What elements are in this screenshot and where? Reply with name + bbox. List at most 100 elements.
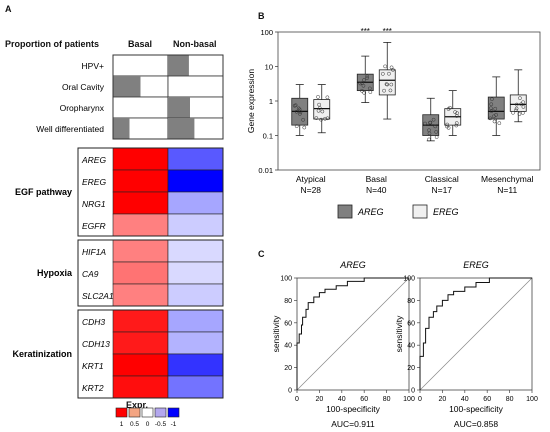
heatmap-cell-basal — [112, 239, 169, 263]
heatmap-cell-basal — [112, 169, 169, 193]
panel-c-letter: C — [258, 249, 265, 259]
legend-tick: 0 — [146, 421, 150, 428]
data-point — [360, 88, 364, 93]
proportion-row-label: Oropharynx — [60, 103, 105, 113]
roc-diagonal — [296, 277, 410, 391]
x-axis-label: 100-specificity — [449, 404, 504, 414]
data-point — [514, 102, 519, 107]
data-point — [489, 102, 494, 107]
heatmap-cell-basal — [112, 375, 169, 399]
legend-tick: 0.5 — [130, 421, 139, 428]
y-tick-label: 0.1 — [263, 132, 273, 141]
data-point — [297, 111, 302, 116]
data-point — [368, 86, 372, 91]
gene-label: NRG1 — [82, 199, 106, 209]
y-tick-label: 40 — [284, 343, 292, 350]
data-point — [453, 110, 457, 114]
heatmap-cell-nonbasal — [167, 353, 224, 377]
panel-a-letter: A — [5, 4, 12, 14]
category-label: Atypical — [296, 174, 326, 184]
x-tick-label: 40 — [338, 396, 346, 403]
y-tick-label: 100 — [403, 276, 415, 283]
data-point — [434, 130, 439, 134]
box-ereg — [509, 94, 527, 112]
box-ereg — [378, 69, 396, 96]
gene-label: KRT2 — [82, 383, 104, 393]
data-point — [514, 108, 518, 113]
y-tick-label: 20 — [407, 365, 415, 372]
data-point — [380, 72, 385, 76]
category-label: Basal — [366, 174, 387, 184]
y-tick-label: 60 — [407, 320, 415, 327]
data-point — [358, 81, 363, 86]
data-point — [492, 119, 497, 124]
data-point — [325, 95, 330, 100]
category-label: Mesenchymal — [481, 174, 534, 184]
data-point — [362, 90, 367, 95]
heatmap-cell-nonbasal — [167, 375, 224, 399]
legend-label: EREG — [433, 207, 459, 217]
gene-label: CA9 — [82, 269, 99, 279]
data-point — [517, 112, 522, 116]
heatmap-cell-nonbasal — [167, 169, 224, 193]
data-point — [427, 131, 432, 136]
heatmap-cell-nonbasal — [167, 309, 224, 333]
panel-a-graphics: HPV+ Oral Cavity Oropharynx Well differenti… — [12, 54, 224, 428]
data-point — [365, 74, 369, 79]
category-count: N=28 — [300, 185, 321, 195]
heatmap-group-frame — [77, 309, 224, 399]
heatmap-cell-basal — [112, 261, 169, 285]
proportion-cell-nonbasal — [167, 75, 224, 98]
proportion-row-label: HPV+ — [82, 61, 104, 71]
proportion-fill-nonbasal — [168, 118, 195, 139]
y-tick-label: 0.01 — [258, 166, 273, 175]
data-point — [434, 135, 439, 139]
proportion-cell-basal — [112, 54, 169, 77]
data-point — [385, 82, 390, 87]
x-axis-label: 100-specificity — [326, 404, 381, 414]
expr-legend-title: Expr. — [125, 400, 148, 410]
legend-swatch — [128, 407, 141, 418]
x-tick-label: 80 — [506, 396, 514, 403]
y-axis-label: sensitivity — [394, 315, 404, 353]
gene-label: KRT1 — [82, 361, 104, 371]
data-point — [497, 121, 502, 126]
data-point — [314, 116, 319, 120]
x-tick-label: 80 — [383, 396, 391, 403]
data-point — [389, 82, 394, 87]
data-point — [427, 137, 431, 142]
auc-label: AUC=0.911 — [331, 419, 375, 429]
auc-label: AUC=0.858 — [454, 419, 498, 429]
data-point — [368, 90, 373, 94]
data-point — [297, 107, 302, 112]
data-point — [493, 106, 498, 111]
legend-swatch — [167, 407, 180, 418]
heatmap-cell-basal — [112, 331, 169, 355]
data-point — [454, 123, 459, 128]
data-point — [382, 88, 386, 93]
data-point — [454, 121, 459, 125]
y-tick-label: 100 — [280, 276, 292, 283]
roc-diagonal — [419, 277, 533, 391]
heatmap-cell-nonbasal — [167, 213, 224, 237]
roc-frame — [419, 277, 533, 391]
data-point — [387, 71, 391, 76]
data-point — [455, 111, 460, 116]
data-point — [489, 109, 494, 113]
roc-title: AREG — [339, 260, 366, 270]
roc-title: EREG — [463, 260, 489, 270]
gene-label: EREG — [82, 177, 106, 187]
heatmap-cell-basal — [112, 191, 169, 215]
data-point — [489, 106, 493, 111]
y-tick-label: 10 — [265, 63, 273, 72]
category-count: N=11 — [497, 185, 517, 195]
data-point — [301, 117, 305, 122]
data-point — [521, 105, 526, 109]
data-point — [362, 78, 366, 82]
proportion-row-label: Oral Cavity — [62, 82, 105, 92]
category-count: N=40 — [366, 185, 387, 195]
x-tick-label: 0 — [295, 396, 299, 403]
data-point — [317, 102, 321, 107]
data-point — [294, 124, 299, 128]
data-point — [521, 100, 525, 105]
